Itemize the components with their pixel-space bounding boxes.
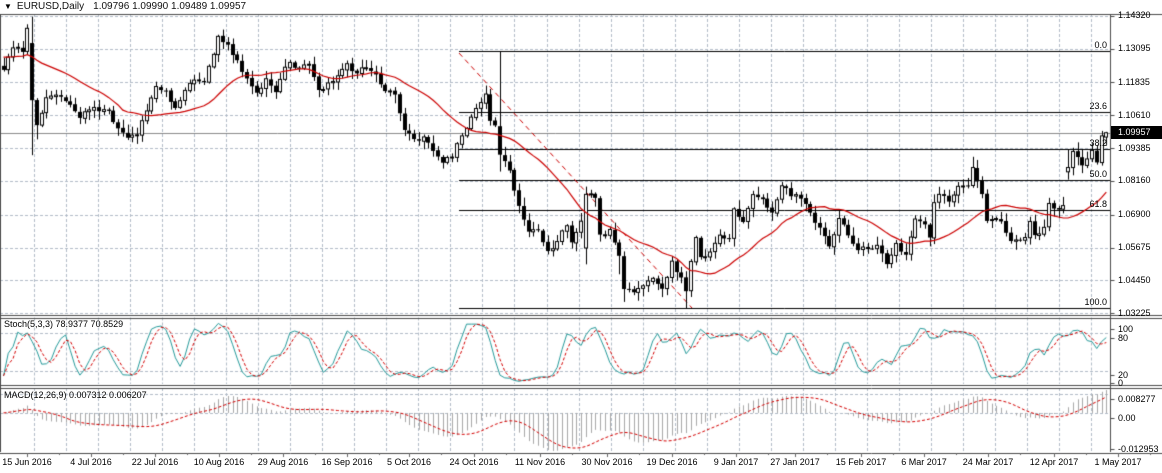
chart-symbol-title: EURUSD,Daily xyxy=(16,1,85,12)
chart-ohlc-values: 1.09796 1.09990 1.09489 1.09957 xyxy=(93,1,247,12)
chart-titlebar: ▼ EURUSD,Daily 1.09796 1.09990 1.09489 1… xyxy=(4,0,246,13)
chart-dropdown-icon[interactable]: ▼ xyxy=(4,2,12,11)
